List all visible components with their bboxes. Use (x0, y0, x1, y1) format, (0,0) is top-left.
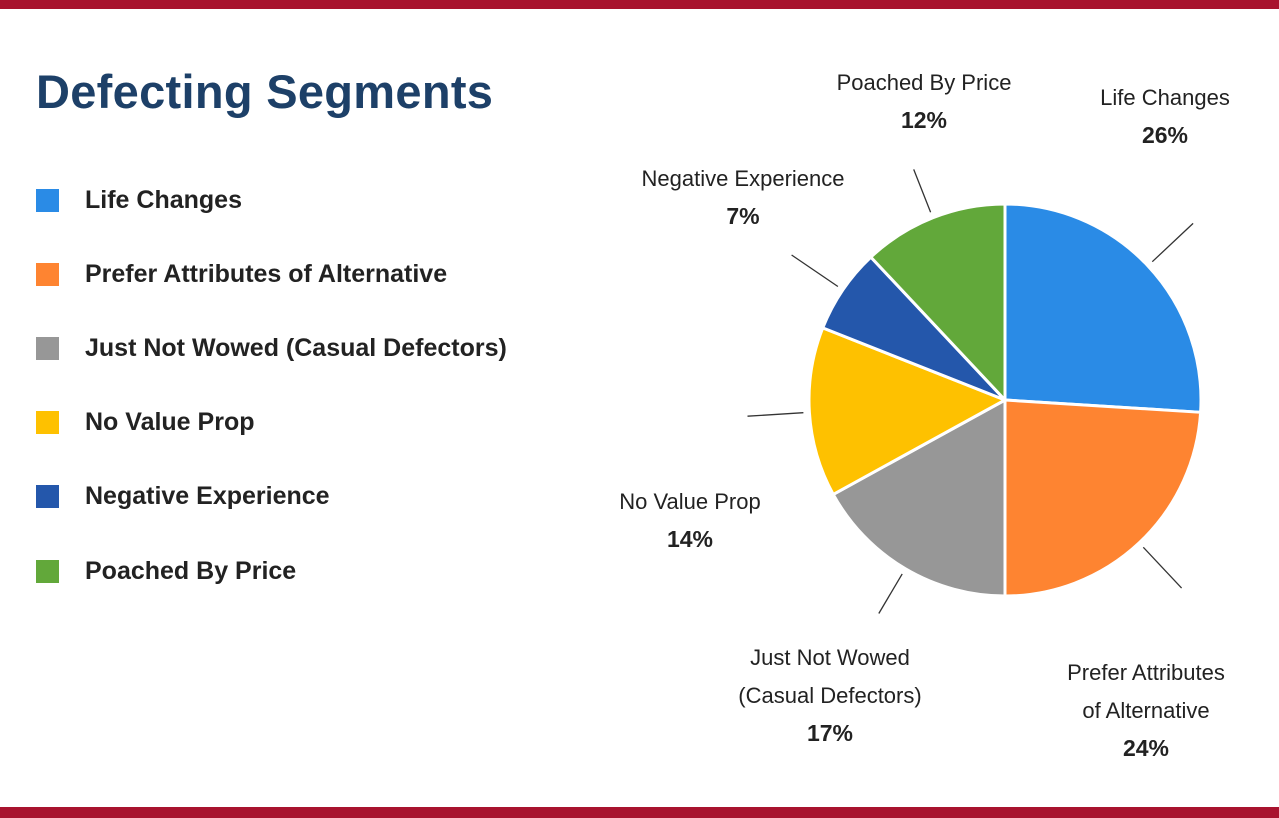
slice-label-prefer-attributes-of-alternative: Prefer Attributes of Alternative 24% (1067, 660, 1225, 761)
legend-swatch (36, 336, 59, 360)
legend-label: Poached By Price (85, 556, 297, 585)
legend-swatch (36, 411, 59, 435)
slice-label-just-not-wowed-casual-defectors: Just Not Wowed (Casual Defectors) 17% (738, 645, 921, 746)
legend-label: Just Not Wowed (Casual Defectors) (85, 333, 507, 362)
slice-label-no-value-prop: No Value Prop 14% (619, 489, 760, 552)
leader-line (913, 169, 932, 213)
legend-label: Life Changes (85, 185, 242, 214)
leader-line (1151, 222, 1194, 263)
slice-label-negative-experience: Negative Experience 7% (641, 166, 844, 229)
chart-title: Defecting Segments (36, 65, 494, 118)
slice-label-life-changes: Life Changes 26% (1100, 85, 1230, 148)
legend-item-negative-experience: Negative Experience (36, 477, 330, 517)
pie-slice-no-value-prop (807, 326, 1007, 496)
slice-percentage: 12% (901, 107, 947, 133)
leader-line (791, 254, 839, 288)
legend-item-life-changes: Life Changes (36, 180, 242, 220)
slice-percentage: 24% (1123, 735, 1169, 761)
legend-item-prefer-attributes-of-alternative: Prefer Attributes of Alternative (36, 254, 447, 294)
legend-swatch (36, 485, 59, 509)
slice-percentage: 7% (726, 203, 759, 229)
pie-slice-life-changes (1003, 202, 1203, 414)
slice-percentage: 26% (1142, 122, 1188, 148)
pie-slice-prefer-attributes-of-alternative (1003, 398, 1203, 598)
legend-label: Negative Experience (85, 482, 330, 511)
legend-item-just-not-wowed-casual-defectors: Just Not Wowed (Casual Defectors) (36, 328, 507, 368)
leader-line (1142, 546, 1183, 589)
pie-slice-poached-by-price (869, 202, 1007, 402)
legend-swatch (36, 188, 59, 212)
legend-swatch (36, 559, 59, 583)
bottom-accent-bar (0, 807, 1279, 818)
pie-slice-just-not-wowed-casual-defectors (831, 398, 1007, 598)
slice-label-poached-by-price: Poached By Price 12% (837, 70, 1012, 133)
leader-line (747, 412, 804, 417)
top-accent-bar (0, 0, 1279, 9)
legend-item-no-value-prop: No Value Prop (36, 403, 254, 443)
legend-label: Prefer Attributes of Alternative (85, 259, 448, 288)
legend-item-poached-by-price: Poached By Price (36, 551, 296, 591)
slice-percentage: 14% (667, 526, 713, 552)
legend-label: No Value Prop (85, 408, 255, 437)
legend-swatch (36, 262, 59, 286)
leader-line (878, 573, 903, 614)
slice-percentage: 17% (807, 720, 853, 746)
